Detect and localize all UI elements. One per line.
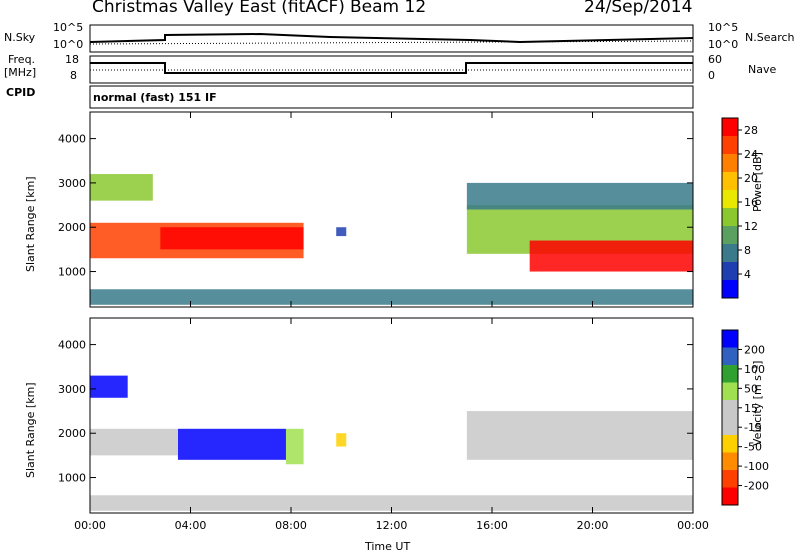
scatter-region-6 (336, 227, 347, 237)
scatter-region-1 (285, 428, 304, 465)
axis-ticks: 1000 2000 3000 4000 1000 2000 3000 4000 00:00 04:… (58, 112, 709, 532)
colorbar-swatch (722, 244, 738, 262)
nave-label: Nave (748, 63, 777, 76)
scatter-region-0 (177, 428, 286, 460)
nsky-label: N.Sky (4, 31, 36, 44)
colorbar-tick-label: -15 (744, 421, 762, 434)
colorbar-tick-label: 4 (744, 268, 751, 281)
colorbar-tick-label: -200 (744, 480, 769, 493)
colorbar-tick-label: 8 (744, 244, 751, 257)
scatter-region-2 (90, 174, 153, 201)
scatter-region-4 (336, 433, 347, 447)
colorbar-swatch (722, 487, 738, 505)
x-tick-label: 16:00 (476, 519, 508, 532)
nsearch-tick-bottom: 10^0 (708, 38, 739, 51)
nsky-tick-top: 10^5 (53, 21, 84, 34)
noise-sky-line (89, 32, 694, 44)
x-tick-label: 08:00 (275, 519, 307, 532)
colorbar-tick-label: -50 (744, 441, 762, 454)
nave-tick-top: 60 (708, 53, 722, 66)
colorbar-swatch (722, 226, 738, 244)
beam-title: Beam 12 (350, 0, 427, 17)
colorbar-swatch (722, 470, 738, 488)
colorbar-frame (721, 117, 739, 299)
scatter-region-5 (466, 411, 693, 460)
colorbar-swatch (722, 136, 738, 154)
y-tick-label: 3000 (58, 383, 86, 396)
colorbar-swatch (722, 435, 738, 453)
scatter-region-2 (90, 428, 178, 456)
colorbar-swatch (722, 280, 738, 298)
cpid-mode-text: normal (fast) 151 IF (93, 91, 217, 104)
colorbar-tick-label: 15 (744, 402, 758, 415)
nave-tick-bottom: 0 (708, 69, 715, 82)
colorbar-tick-label: 28 (744, 124, 758, 137)
velocity-panel (90, 375, 693, 511)
colorbar-tick-label: 200 (744, 343, 765, 356)
scatter-region-5 (466, 182, 693, 210)
y-tick-label: 4000 (58, 339, 86, 352)
colorbar-frame (721, 329, 739, 506)
time-xlabel: Time UT (365, 540, 411, 553)
scatter-region-7 (90, 289, 693, 305)
y-tick-label: 1000 (58, 472, 86, 485)
cpid-panel-frame (89, 85, 694, 109)
colorbar-swatch (722, 365, 738, 383)
y-tick-label: 3000 (58, 177, 86, 190)
freq-tick-bottom: 8 (70, 69, 77, 82)
station-title: Christmas Valley East (fitACF) (92, 0, 345, 17)
noise-search-line (89, 40, 694, 45)
y-tick-label: 2000 (58, 427, 86, 440)
colorbar-tick-label: 24 (744, 148, 758, 161)
colorbar-tick-label: 12 (744, 220, 758, 233)
x-tick-label: 04:00 (175, 519, 207, 532)
nsearch-tick-top: 10^5 (708, 21, 739, 34)
cpid-label: CPID (6, 86, 36, 99)
x-tick-label: 00:00 (74, 519, 106, 532)
nsearch-label: N.Search (745, 31, 795, 44)
scatter-region-1 (160, 227, 304, 250)
colorbar-swatch (722, 172, 738, 190)
colorbar-tick-label: 100 (744, 363, 765, 376)
colorbar-swatch (722, 154, 738, 172)
colorbar-swatch (722, 262, 738, 280)
colorbar-swatch (722, 330, 738, 348)
colorbar-swatch (722, 417, 738, 435)
colorbar-swatch (722, 347, 738, 365)
y-tick-label: 4000 (58, 133, 86, 146)
y-tick-label: 1000 (58, 266, 86, 279)
colorbar-swatch (722, 400, 738, 418)
velocity-colorbar: 200 100 50 15 -15 -50 -100 -200 (721, 329, 769, 506)
colorbar-swatch (722, 452, 738, 470)
scatter-region-4 (529, 240, 693, 272)
freq-line (90, 62, 693, 74)
colorbar-tick-label: 20 (744, 172, 758, 185)
scatter-region-3 (90, 375, 128, 398)
date-title: 24/Sep/2014 (584, 0, 693, 17)
freq-tick-top: 18 (65, 53, 79, 66)
colorbar-swatch (722, 118, 738, 136)
y-tick-label: 2000 (58, 221, 86, 234)
power-panel (90, 174, 693, 305)
colorbar-tick-label: 16 (744, 196, 758, 209)
colorbar-tick-label: -100 (744, 460, 769, 473)
colorbar-tick-label: 50 (744, 382, 758, 395)
x-tick-label: 00:00 (677, 519, 709, 532)
x-tick-label: 20:00 (577, 519, 609, 532)
colorbar-swatch (722, 208, 738, 226)
scatter-region-6 (90, 495, 693, 511)
colorbar-swatch (722, 190, 738, 208)
colorbar-swatch (722, 382, 738, 400)
power-colorbar: 4 8 12 16 20 24 28 (721, 117, 758, 299)
freq-label: Freq. (8, 53, 36, 66)
nsky-tick-bottom: 10^0 (53, 38, 84, 51)
freq-unit-label: [MHz] (4, 66, 37, 79)
x-tick-label: 12:00 (376, 519, 408, 532)
